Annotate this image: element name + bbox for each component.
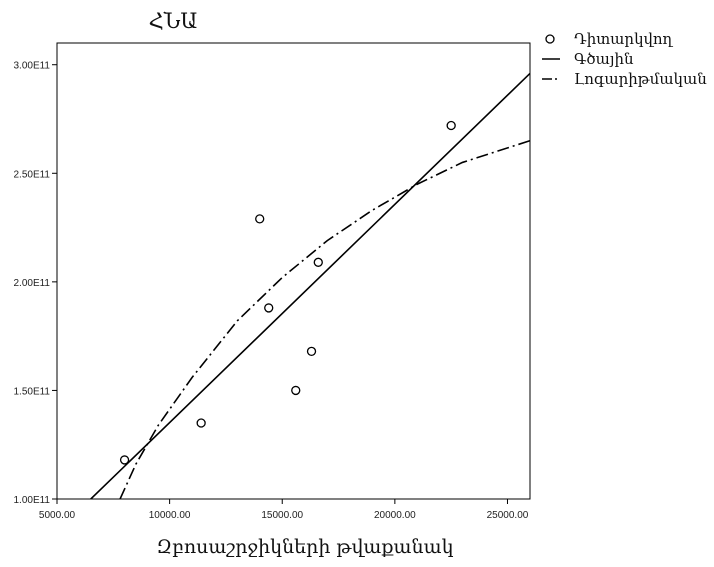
- observed-point: [446, 120, 456, 131]
- observed-point: [306, 346, 317, 356]
- y-tick-label: 2.50E11: [13, 169, 50, 180]
- legend-marker-observed: [545, 34, 555, 44]
- observed-points: [119, 120, 456, 465]
- legend-label: Դիտարկվող: [574, 30, 674, 48]
- logarithmic-fit-line: [119, 139, 530, 499]
- fit-lines: [90, 72, 530, 499]
- y-tick-label: 3.00E11: [13, 61, 50, 72]
- x-tick-label: 10000.00: [149, 510, 191, 521]
- y-axis: 1.00E11 1.50E11 2.00E11 2.50E11 3.00E11: [13, 61, 57, 506]
- observed-point: [313, 257, 323, 267]
- y-tick-label: 1.50E11: [13, 386, 50, 397]
- y-tick-label: 2.00E11: [13, 278, 50, 289]
- plot-area: [56, 42, 531, 500]
- observed-point: [255, 214, 265, 224]
- x-axis: 5000.00 10000.00 15000.00 20000.00 25000.00: [39, 499, 529, 521]
- legend: Դիտարկվող Գծային Լոգարիթմական: [542, 30, 707, 88]
- observed-point: [119, 455, 130, 465]
- x-tick-label: 20000.00: [374, 510, 416, 521]
- plot-frame: [56, 42, 531, 500]
- observed-point: [264, 303, 274, 313]
- x-tick-label: 15000.00: [261, 510, 303, 521]
- legend-label: Լոգարիթմական: [574, 70, 707, 88]
- linear-fit-line: [90, 72, 530, 499]
- legend-label: Գծային: [574, 50, 634, 68]
- x-axis-label: Զբոսաշրջիկների թվաքանակ: [156, 536, 453, 558]
- observed-point: [291, 385, 301, 396]
- y-tick-label: 1.00E11: [13, 495, 50, 506]
- observed-point: [196, 418, 206, 428]
- x-tick-label: 5000.00: [39, 510, 76, 521]
- chart-title: ՀՆԱ: [149, 9, 198, 33]
- x-tick-label: 25000.00: [487, 510, 529, 521]
